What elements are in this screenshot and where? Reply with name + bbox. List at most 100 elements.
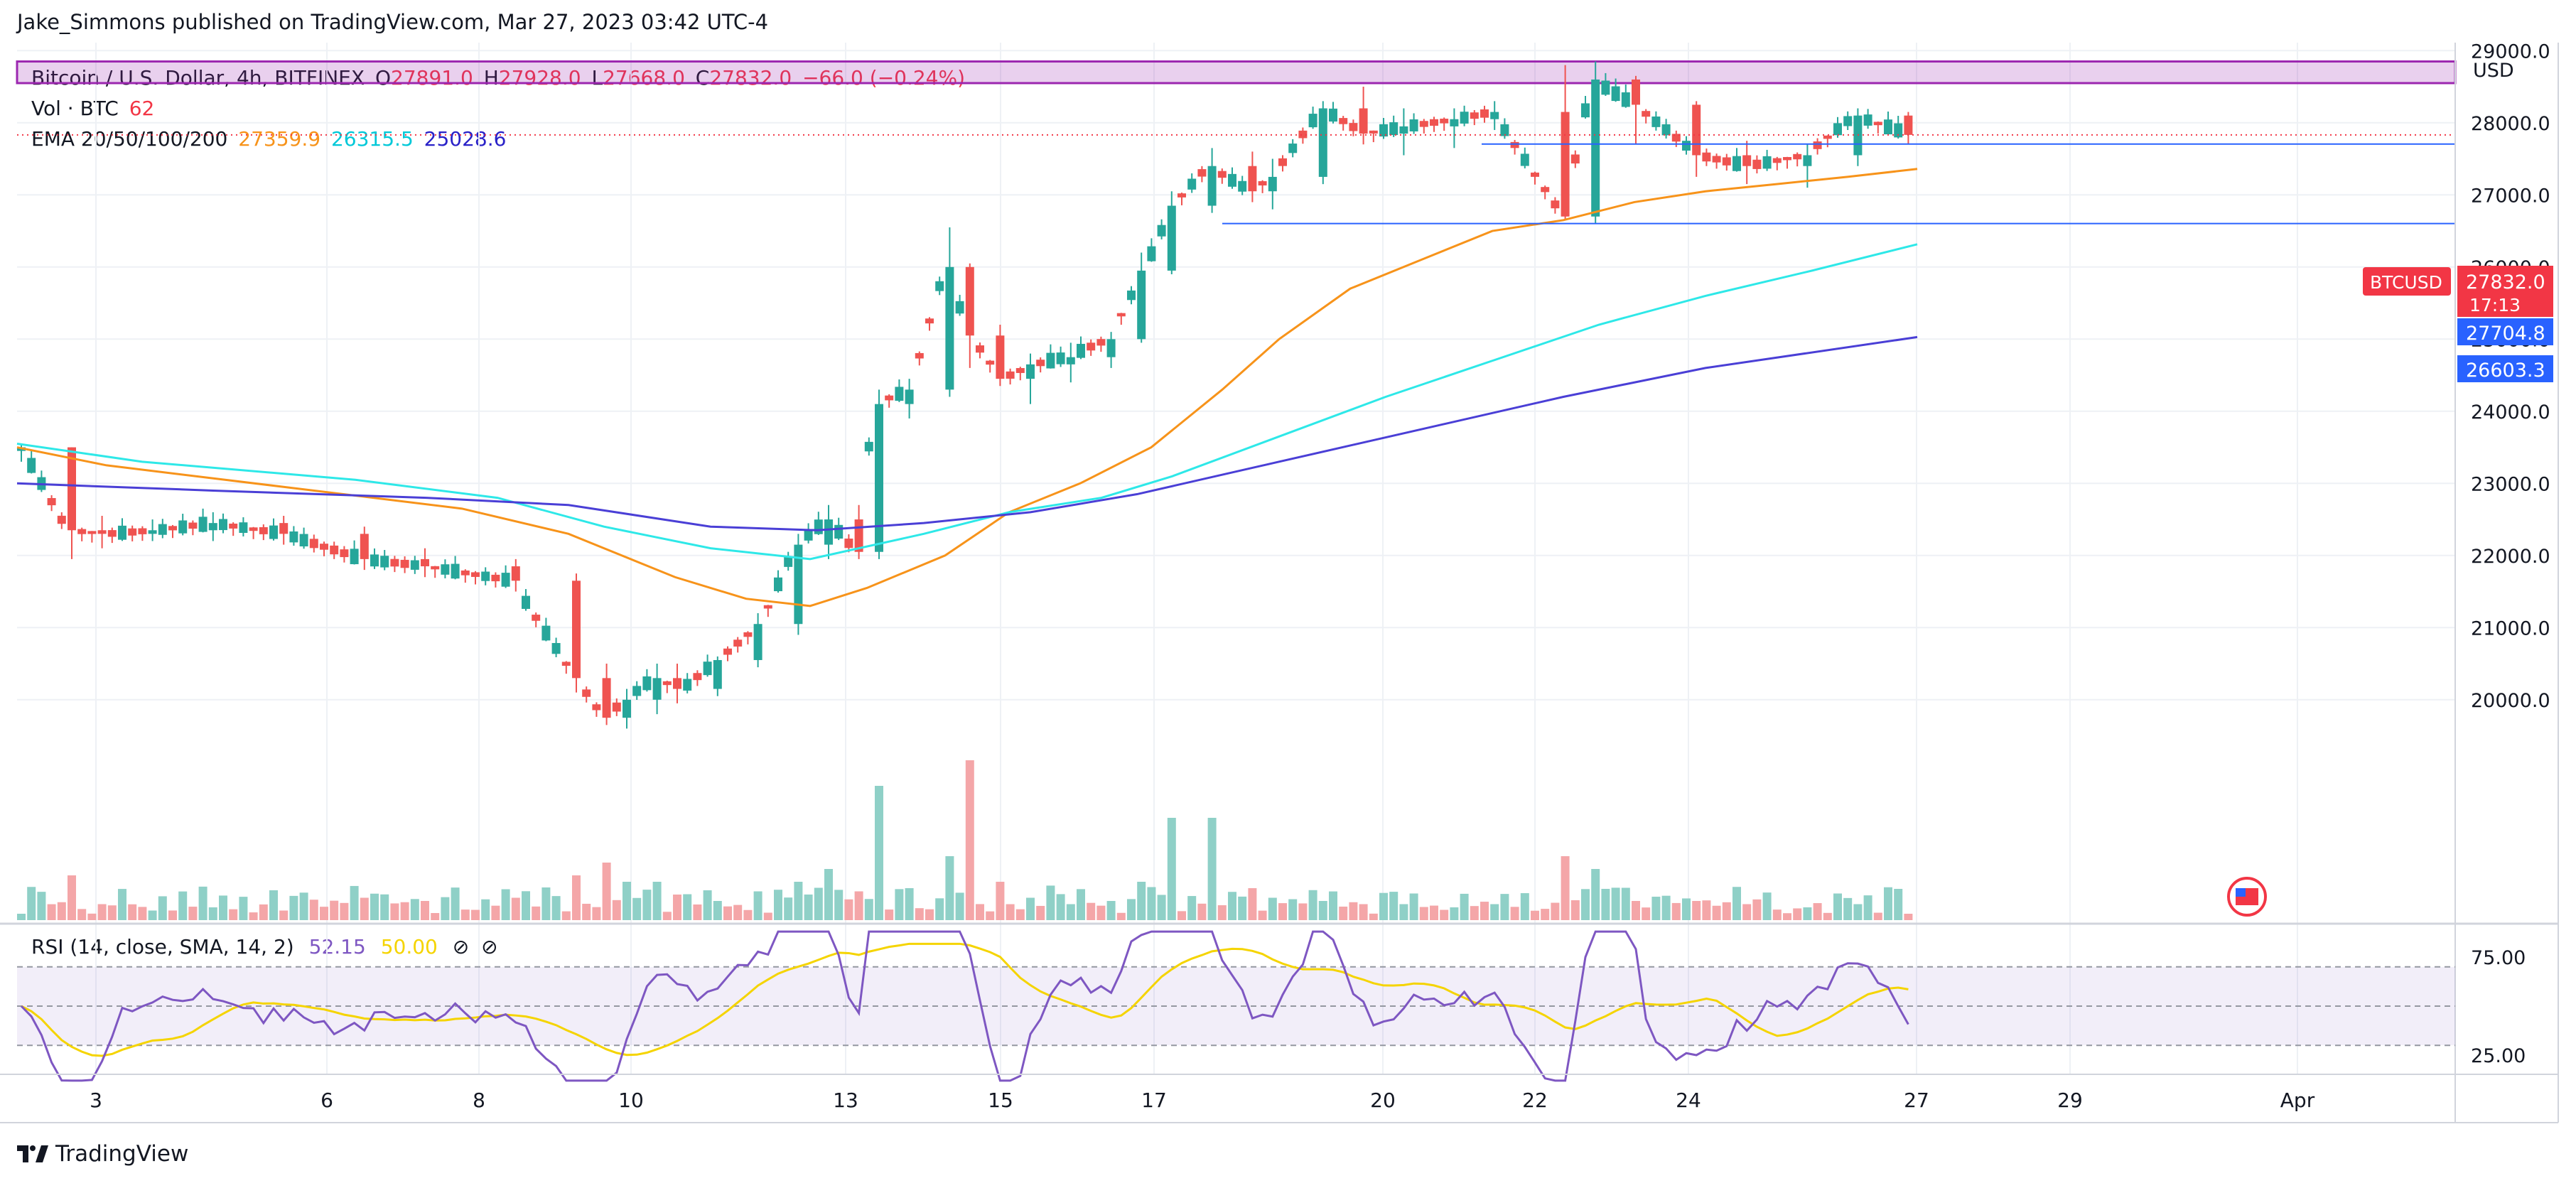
candle[interactable] [350, 540, 359, 565]
candle[interactable] [854, 504, 863, 559]
candle[interactable] [753, 613, 762, 668]
candle[interactable] [1389, 115, 1399, 137]
candle[interactable] [1611, 78, 1620, 102]
candle[interactable] [1510, 139, 1519, 155]
candle[interactable] [1813, 138, 1822, 155]
time-axis[interactable]: 3 6 8 10 13 15 17 20 22 24 27 29 Apr [0, 1074, 2558, 1123]
candle[interactable] [623, 688, 631, 729]
candle[interactable] [1339, 116, 1348, 131]
candle[interactable] [309, 534, 318, 553]
candle[interactable] [551, 637, 561, 657]
candle[interactable] [1440, 117, 1449, 131]
candle[interactable] [1379, 118, 1388, 139]
candle[interactable] [1278, 155, 1287, 172]
candle[interactable] [875, 389, 883, 559]
candle[interactable] [652, 664, 662, 715]
candle[interactable] [976, 342, 984, 359]
candle[interactable] [1531, 171, 1539, 185]
candle[interactable] [774, 570, 782, 593]
candle[interactable] [1056, 346, 1065, 367]
candle[interactable] [602, 664, 611, 725]
candle[interactable] [57, 512, 66, 529]
candle[interactable] [703, 654, 712, 677]
candle[interactable] [451, 556, 460, 580]
candle[interactable] [360, 526, 369, 571]
candle[interactable] [17, 443, 26, 462]
candle[interactable] [612, 698, 621, 716]
candle[interactable] [1167, 191, 1176, 274]
candle[interactable] [1238, 176, 1247, 195]
candle[interactable] [198, 508, 208, 533]
candle[interactable] [87, 531, 97, 543]
candle[interactable] [1661, 119, 1671, 139]
candle[interactable] [915, 351, 924, 366]
candle[interactable] [1026, 353, 1035, 404]
candle[interactable] [1329, 102, 1337, 124]
candle[interactable] [1570, 150, 1580, 168]
candle[interactable] [905, 379, 914, 418]
candle[interactable] [158, 519, 167, 539]
candle[interactable] [208, 512, 217, 541]
candle[interactable] [511, 558, 520, 592]
candle[interactable] [431, 566, 440, 578]
candle[interactable] [249, 526, 258, 539]
candle[interactable] [1228, 167, 1236, 189]
candle[interactable] [239, 517, 248, 536]
candle[interactable] [1682, 136, 1691, 155]
candle[interactable] [723, 646, 732, 662]
candle[interactable] [168, 524, 177, 539]
candle[interactable] [1520, 147, 1529, 169]
candle[interactable] [673, 664, 681, 703]
candle[interactable] [471, 571, 480, 585]
candle[interactable] [1409, 113, 1418, 134]
candle[interactable] [1601, 72, 1610, 96]
symbol-label[interactable]: Bitcoin / U.S. Dollar, 4h, BITFINEX [31, 66, 365, 90]
candle[interactable] [824, 504, 833, 559]
candle[interactable] [1884, 111, 1892, 136]
candle[interactable] [965, 263, 974, 368]
candle[interactable] [713, 656, 722, 696]
candle[interactable] [460, 569, 470, 583]
candle[interactable] [632, 681, 642, 701]
candle[interactable] [97, 515, 107, 549]
candle[interactable] [1702, 148, 1711, 166]
candle[interactable] [330, 541, 339, 559]
candle[interactable] [1642, 109, 1651, 124]
candle[interactable] [1399, 108, 1408, 156]
candle[interactable] [299, 527, 308, 549]
candle[interactable] [804, 523, 813, 544]
candle[interactable] [188, 520, 198, 536]
candle[interactable] [1541, 185, 1550, 200]
candle[interactable] [1793, 152, 1802, 167]
candle[interactable] [27, 450, 36, 474]
candle[interactable] [501, 565, 510, 588]
candle[interactable] [421, 548, 429, 578]
candle[interactable] [279, 515, 289, 545]
candle[interactable] [1197, 166, 1207, 183]
candle[interactable] [996, 325, 1005, 387]
candle[interactable] [47, 495, 56, 512]
candle[interactable] [1369, 130, 1378, 143]
candle[interactable] [1632, 75, 1640, 145]
candle[interactable] [1217, 168, 1227, 184]
candle[interactable] [370, 548, 379, 569]
candle[interactable] [1480, 105, 1489, 123]
candle[interactable] [582, 686, 591, 703]
candle[interactable] [743, 631, 753, 644]
candle[interactable] [955, 294, 964, 316]
candle[interactable] [572, 573, 581, 693]
candle[interactable] [481, 567, 490, 585]
candle[interactable] [1349, 119, 1358, 136]
candle[interactable] [1077, 336, 1085, 360]
candle[interactable] [1692, 101, 1701, 177]
candle[interactable] [1268, 158, 1277, 210]
candle[interactable] [269, 518, 278, 541]
candle[interactable] [1722, 153, 1731, 171]
candle[interactable] [289, 526, 298, 546]
tradingview-brand[interactable]: TradingView [17, 1141, 188, 1167]
candle[interactable] [935, 276, 944, 296]
candle[interactable] [1873, 122, 1882, 134]
volume-label[interactable]: Vol · BTC [31, 97, 119, 120]
candle[interactable] [1015, 367, 1025, 381]
